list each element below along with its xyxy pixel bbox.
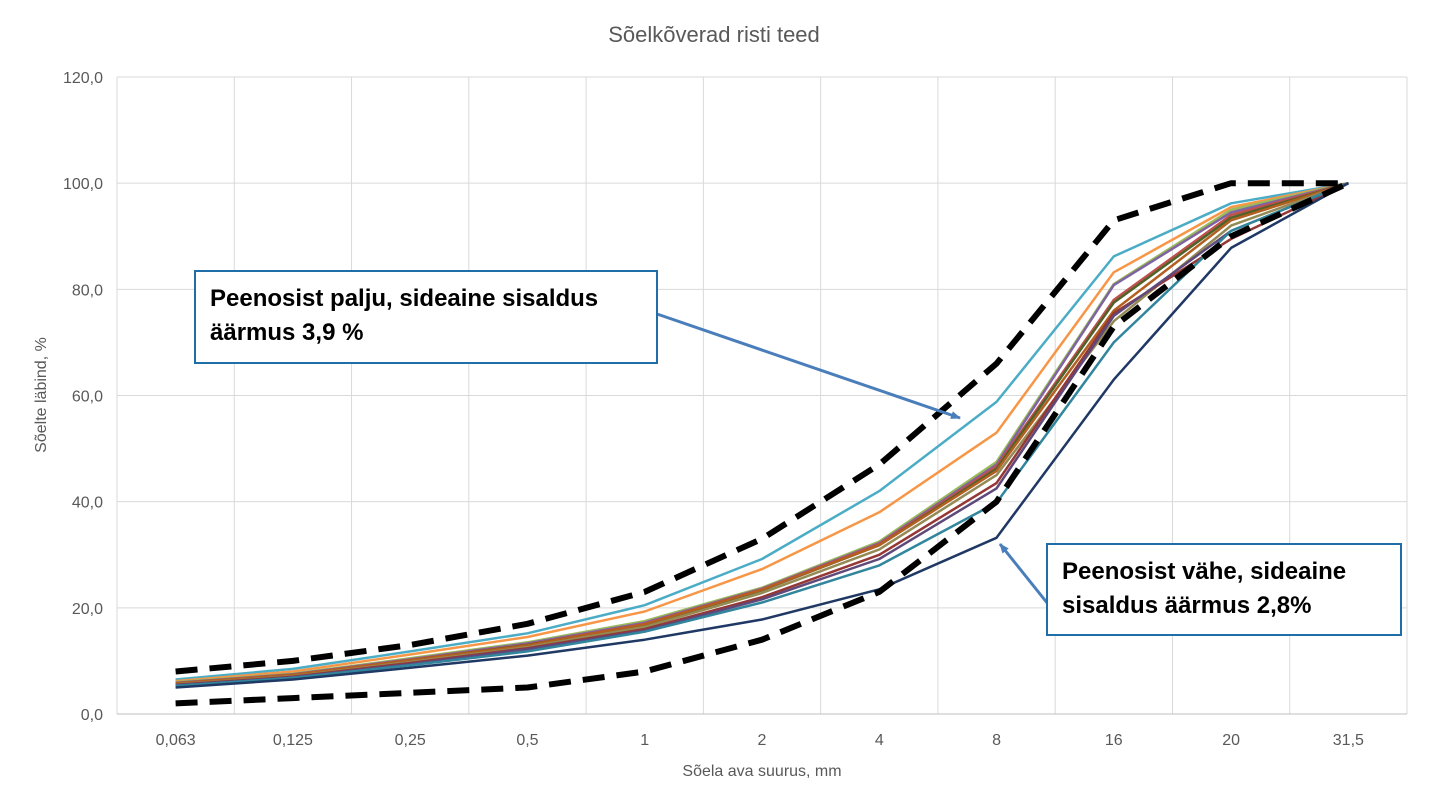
x-tick-label: 31,5 [1333,732,1364,749]
x-axis-label: Sõela ava suurus, mm [682,763,841,780]
y-tick-label: 120,0 [63,70,103,87]
x-tick-label: 20 [1222,732,1240,749]
envelope-lower-line [175,180,1350,707]
x-tick-label: 0,125 [273,732,313,749]
series-line-1 [175,181,1349,681]
series-lines [175,181,1350,689]
series-line-7 [175,182,1349,685]
y-tick-label: 40,0 [72,495,103,512]
annotation-high-fines: Peenosist palju, sideaine sisaldus äärmu… [194,270,658,364]
envelope-lines [175,180,1350,707]
x-tick-label: 1 [640,732,649,749]
x-tick-label: 0,063 [156,732,196,749]
x-tick-label: 8 [992,732,1001,749]
y-tick-label: 20,0 [72,601,103,618]
annotation-arrow-low [998,543,1050,605]
annotation-arrow-high [656,312,961,420]
annotation-low-fines: Peenosist vähe, sideaine sisaldus äärmus… [1046,543,1402,636]
x-axis-ticks: 0,063 0,125 0,25 0,5 1 2 4 8 16 20 31,5 [156,732,1364,749]
series-line-12 [175,182,1350,689]
y-tick-label: 100,0 [63,176,103,193]
x-tick-label: 4 [875,732,884,749]
y-axis-ticks: 0,0 20,0 40,0 60,0 80,0 100,0 120,0 [63,70,103,724]
x-tick-label: 0,25 [395,732,426,749]
annotation-arrows [656,312,1050,605]
x-tick-label: 2 [758,732,767,749]
y-tick-label: 0,0 [81,707,103,724]
chart-title: Sõelkõverad risti teed [608,22,820,47]
y-axis-label: Sõelte läbind, % [33,337,50,453]
y-tick-label: 60,0 [72,389,103,406]
x-tick-label: 0,5 [516,732,538,749]
envelope-upper-line [175,180,1349,675]
x-tick-label: 16 [1105,732,1123,749]
y-tick-label: 80,0 [72,282,103,299]
series-line-11 [175,182,1349,688]
series-line-2 [175,181,1349,683]
